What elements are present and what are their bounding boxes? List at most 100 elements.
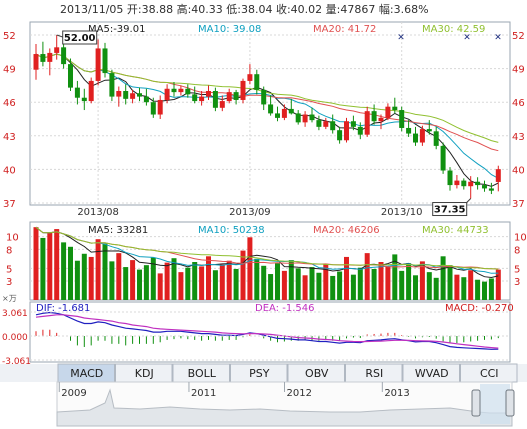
volume-bar bbox=[288, 260, 294, 300]
volume-bar bbox=[309, 267, 315, 300]
volume-bar bbox=[219, 264, 225, 300]
candle-body bbox=[426, 129, 432, 132]
pin-icon: ✕ bbox=[494, 33, 502, 43]
volume-bar bbox=[330, 275, 336, 300]
volume-bar bbox=[233, 268, 239, 300]
volume-bar bbox=[109, 261, 115, 300]
volume-unit-label: ×万 bbox=[2, 294, 17, 303]
candle-body bbox=[47, 52, 53, 62]
candle-body bbox=[392, 106, 398, 111]
low-price-label: 37.35 bbox=[434, 205, 466, 216]
price-legend-ma10: MA10: 39.08 bbox=[198, 24, 261, 35]
volume-legend-ma5: MA5: 33281 bbox=[88, 225, 148, 236]
volume-bar bbox=[357, 267, 363, 300]
volume-bar bbox=[399, 270, 405, 300]
volume-y-tick-right: 10 bbox=[514, 233, 527, 244]
volume-bar bbox=[261, 265, 267, 300]
timeline-year-label: 2012 bbox=[287, 388, 312, 399]
candle-body bbox=[261, 89, 267, 105]
volume-bar bbox=[123, 267, 129, 300]
candle-body bbox=[116, 91, 122, 97]
candle-body bbox=[454, 180, 460, 186]
volume-bar bbox=[316, 272, 322, 300]
volume-ma30-line bbox=[35, 226, 499, 270]
volume-bar bbox=[378, 262, 384, 300]
candle-body bbox=[192, 94, 198, 102]
volume-bar bbox=[468, 270, 474, 300]
macd-dea-line bbox=[35, 314, 499, 349]
volume-bar bbox=[226, 260, 232, 300]
price-y-tick-right: 49 bbox=[512, 65, 525, 76]
candle-body bbox=[378, 117, 384, 122]
volume-bar bbox=[199, 266, 205, 300]
timeline-selection[interactable] bbox=[480, 384, 510, 424]
macd-legend-dea: DEA: -1.546 bbox=[255, 303, 314, 314]
volume-bar bbox=[447, 265, 453, 300]
candle-body bbox=[130, 93, 136, 99]
candle-body bbox=[419, 129, 425, 143]
volume-legend-ma20: MA20: 46206 bbox=[313, 225, 380, 236]
macd-legend-dif: DIF: -1.681 bbox=[36, 303, 90, 314]
volume-bar bbox=[275, 263, 280, 300]
tab-rsi-label[interactable]: RSI bbox=[365, 367, 383, 380]
tab-cci-label[interactable]: CCI bbox=[480, 367, 499, 380]
candle-body bbox=[468, 181, 474, 187]
volume-bar bbox=[247, 237, 253, 300]
price-y-tick-left: 46 bbox=[3, 98, 16, 109]
tab-obv-label[interactable]: OBV bbox=[305, 367, 329, 380]
volume-y-tick-right: 5 bbox=[514, 264, 520, 275]
price-y-tick-right: 46 bbox=[512, 98, 525, 109]
timeline-left-handle[interactable] bbox=[471, 389, 481, 417]
tab-boll-label[interactable]: BOLL bbox=[188, 367, 217, 380]
candle-body bbox=[295, 113, 301, 123]
price-y-tick-left: 49 bbox=[3, 65, 16, 76]
candle-body bbox=[199, 96, 205, 102]
candle-body bbox=[137, 93, 142, 97]
candle-body bbox=[344, 121, 349, 141]
candle-body bbox=[330, 121, 336, 131]
candle-body bbox=[309, 114, 315, 121]
volume-bar bbox=[323, 263, 329, 300]
candle-body bbox=[406, 127, 412, 134]
volume-bar bbox=[254, 258, 260, 300]
candle-body bbox=[350, 121, 356, 127]
volume-bar bbox=[433, 277, 439, 300]
candle-body bbox=[247, 74, 253, 81]
volume-bar bbox=[371, 268, 377, 300]
price-ma30-line bbox=[35, 53, 499, 143]
candle-body bbox=[240, 80, 246, 100]
macd-panel-frame bbox=[29, 301, 511, 363]
volume-bar bbox=[440, 256, 446, 300]
tab-kdj-label[interactable]: KDJ bbox=[135, 367, 154, 380]
volume-bar bbox=[192, 262, 198, 300]
volume-bar bbox=[74, 260, 80, 300]
volume-bar bbox=[143, 265, 149, 300]
volume-bar bbox=[461, 277, 467, 300]
volume-bar bbox=[426, 272, 432, 300]
macd-y-tick: 3.061 bbox=[2, 309, 28, 319]
candle-body bbox=[488, 188, 494, 191]
volume-bar bbox=[206, 256, 211, 300]
volume-bar bbox=[281, 270, 287, 300]
volume-bar bbox=[240, 250, 246, 300]
candle-body bbox=[102, 48, 108, 74]
candle-body bbox=[495, 169, 501, 182]
volume-bar bbox=[157, 273, 163, 300]
tab-wvad-label[interactable]: WVAD bbox=[415, 367, 449, 380]
volume-bar bbox=[295, 268, 301, 300]
tab-macd-label[interactable]: MACD bbox=[70, 367, 103, 380]
tab-psy-label[interactable]: PSY bbox=[249, 367, 270, 380]
volume-bar bbox=[495, 269, 501, 300]
volume-bar bbox=[385, 266, 391, 300]
volume-bar bbox=[68, 246, 73, 300]
volume-bar bbox=[406, 263, 412, 300]
volume-bar bbox=[130, 260, 136, 300]
candle-body bbox=[40, 54, 46, 62]
volume-bar bbox=[482, 281, 487, 300]
timeline-year-label: 2013 bbox=[384, 388, 409, 399]
timeline-right-handle[interactable] bbox=[505, 389, 515, 417]
price-y-tick-right: 37 bbox=[512, 199, 525, 210]
candle-body bbox=[143, 96, 149, 103]
volume-bar bbox=[364, 253, 370, 300]
candle-body bbox=[212, 91, 218, 108]
